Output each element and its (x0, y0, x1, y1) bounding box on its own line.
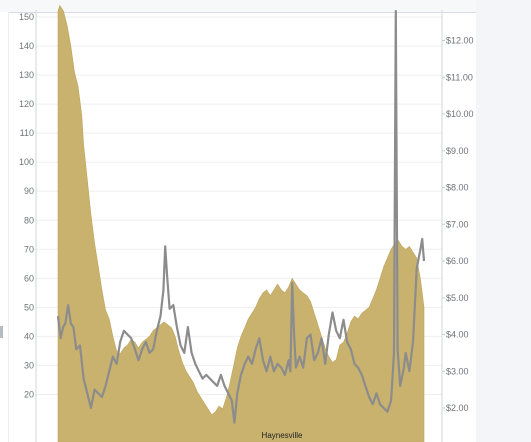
left-tick-label: 120 (19, 99, 34, 109)
left-axis: 2030405060708090100110120130140150160 (19, 10, 37, 442)
right-tick-label: $6.00 (446, 256, 469, 266)
header-strip (0, 0, 531, 12)
right-tick-label: $2.00 (446, 403, 469, 413)
left-tick-label: 100 (19, 157, 34, 167)
scroll-indicator (0, 326, 3, 338)
left-tick-label: 20 (24, 389, 34, 399)
left-tick-label: 90 (24, 186, 34, 196)
right-tick-label: $7.00 (446, 219, 469, 229)
left-tick-label: 150 (19, 12, 34, 22)
right-tick-label: $11.00 (446, 72, 473, 82)
right-tick-label: $8.00 (446, 183, 469, 193)
right-side-panel (476, 0, 531, 442)
right-tick-label: $12.00 (446, 36, 474, 46)
left-tick-label: 30 (24, 360, 34, 370)
right-axis: $2.00 $3.00 $4.00 $5.00 $6.00 $7.00 $8.00 $9.00… (441, 10, 474, 442)
right-tick-label: $3.00 (446, 366, 469, 376)
grid-lines (36, 16, 442, 395)
left-tick-label: 50 (24, 302, 34, 312)
right-tick-label: $10.00 (446, 109, 474, 119)
line-series (56, 10, 426, 424)
panel-label: Haynesville (262, 431, 303, 440)
left-tick-label: 130 (19, 70, 34, 80)
right-tick-label: $9.00 (446, 146, 469, 156)
right-tick-label: $5.00 (446, 293, 469, 303)
left-tick-label: 80 (24, 215, 34, 225)
left-tick-label: 60 (24, 273, 34, 283)
left-tick-label: 140 (19, 41, 34, 51)
left-tick-label: 110 (20, 128, 34, 138)
left-tick-label: 70 (24, 244, 34, 254)
header-divider (8, 12, 476, 13)
left-tick-label: 40 (24, 331, 34, 341)
plot-area (56, 4, 426, 442)
area-series (57, 4, 425, 442)
right-tick-label: $4.00 (446, 330, 469, 340)
left-divider (8, 12, 9, 442)
